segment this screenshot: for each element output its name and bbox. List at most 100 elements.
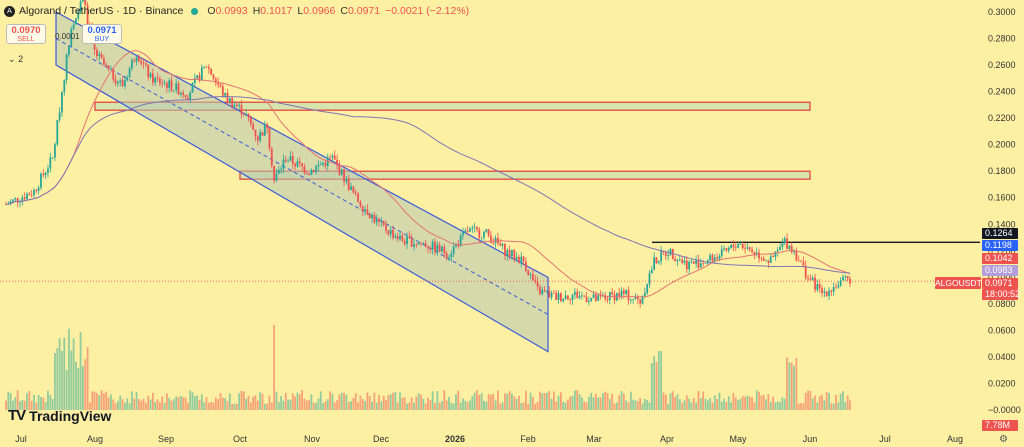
volume-bar <box>312 402 315 410</box>
candle-body <box>110 68 112 70</box>
candle-body <box>82 0 84 2</box>
candle-body <box>744 248 746 249</box>
volume-bar <box>627 402 630 410</box>
candle-body <box>392 230 394 238</box>
volume-bar <box>119 395 122 410</box>
volume-bar <box>231 403 234 410</box>
candle-body <box>692 261 695 264</box>
candle-body <box>406 236 408 245</box>
volume-bar <box>103 393 105 410</box>
volume-bar <box>613 403 616 410</box>
volume-bar <box>389 394 392 410</box>
volume-bar <box>196 395 199 410</box>
volume-bar <box>350 401 352 410</box>
candle-body <box>359 201 362 207</box>
x-tick-label: Nov <box>304 434 321 444</box>
candle-body <box>396 236 399 240</box>
indicators-toggle[interactable]: ⌄ 2 <box>8 54 23 65</box>
volume-bar <box>131 391 133 410</box>
volume-bar <box>504 393 506 410</box>
volume-bar <box>527 403 530 410</box>
volume-bar <box>296 392 299 410</box>
volume-bar <box>492 393 495 410</box>
volume-bar <box>301 390 303 410</box>
candle-body <box>520 256 523 264</box>
volume-bar <box>515 398 518 410</box>
volume-bar <box>793 365 795 410</box>
candle-body <box>226 93 229 102</box>
candle-body <box>795 250 798 261</box>
volume-bar <box>144 402 147 410</box>
volume-bar <box>585 402 588 410</box>
volume-bar <box>399 392 401 410</box>
buy-button[interactable]: 0.0971 BUY <box>82 24 122 44</box>
y-tick-label: 0.0600 <box>988 325 1016 335</box>
candle-body <box>501 244 504 246</box>
candle-body <box>172 90 175 91</box>
volume-bar <box>37 394 40 410</box>
candle-body <box>189 92 192 100</box>
volume-bar <box>480 393 483 410</box>
volume-bar <box>217 398 220 410</box>
candle-body <box>422 243 425 244</box>
volume-bar <box>163 402 166 410</box>
candle-body <box>559 293 562 302</box>
volume-bar <box>68 328 70 410</box>
candle-body <box>704 263 707 265</box>
volume-bar <box>781 397 784 410</box>
buy-price: 0.0971 <box>87 25 117 36</box>
volume-bar <box>804 392 807 410</box>
candle-body <box>121 80 124 87</box>
sell-button[interactable]: 0.0970 SELL <box>6 24 46 44</box>
candle-body <box>9 201 12 204</box>
symbol-title[interactable]: Algorand / TetherUS · 1D · Binance <box>19 5 184 17</box>
volume-bar <box>420 394 422 410</box>
volume-bar <box>625 400 628 410</box>
volume-bar <box>252 396 255 410</box>
tradingview-logo[interactable]: TV TradingView <box>8 407 111 424</box>
candle-body <box>268 128 271 149</box>
candle-body <box>625 290 628 294</box>
candle-body <box>401 235 404 242</box>
volume-bar <box>590 392 593 410</box>
y-tick-label: 0.0800 <box>988 299 1016 309</box>
candle-body <box>713 257 716 262</box>
price-change: −0.0021 (−2.12%) <box>385 5 470 17</box>
candle-body <box>550 292 553 298</box>
volume-bar <box>408 402 411 410</box>
volume-bar <box>245 398 248 410</box>
candle-body <box>774 251 777 257</box>
gear-icon[interactable]: ⚙ <box>999 434 1008 445</box>
candle-body <box>646 284 649 293</box>
candle-body <box>515 256 518 260</box>
candle-body <box>144 63 147 65</box>
volume-bar <box>51 398 54 410</box>
candle-body <box>26 193 28 200</box>
y-tick-label: 0.2200 <box>988 113 1016 123</box>
volume-bar <box>63 337 66 410</box>
volume-bar <box>161 396 164 410</box>
volume-bar <box>359 395 362 410</box>
volume-bar <box>844 401 847 410</box>
volume-bar <box>7 391 10 410</box>
candle-body <box>345 178 348 182</box>
candle-body <box>324 162 327 166</box>
volume-bar <box>445 400 448 410</box>
volume-bar <box>424 403 427 410</box>
volume-bar <box>177 397 180 410</box>
volume-bar <box>186 402 189 410</box>
candle-body <box>783 238 786 243</box>
candle-body <box>438 244 441 252</box>
volume-bar <box>124 402 126 410</box>
candle-body <box>413 244 415 247</box>
volume-bar <box>653 356 656 410</box>
volume-bar <box>802 403 805 410</box>
candle-body <box>33 190 35 195</box>
volume-bar <box>835 395 837 410</box>
volume-bar <box>61 350 63 410</box>
candle-body <box>184 94 187 98</box>
candle-body <box>170 80 173 91</box>
volume-bar <box>289 399 292 410</box>
